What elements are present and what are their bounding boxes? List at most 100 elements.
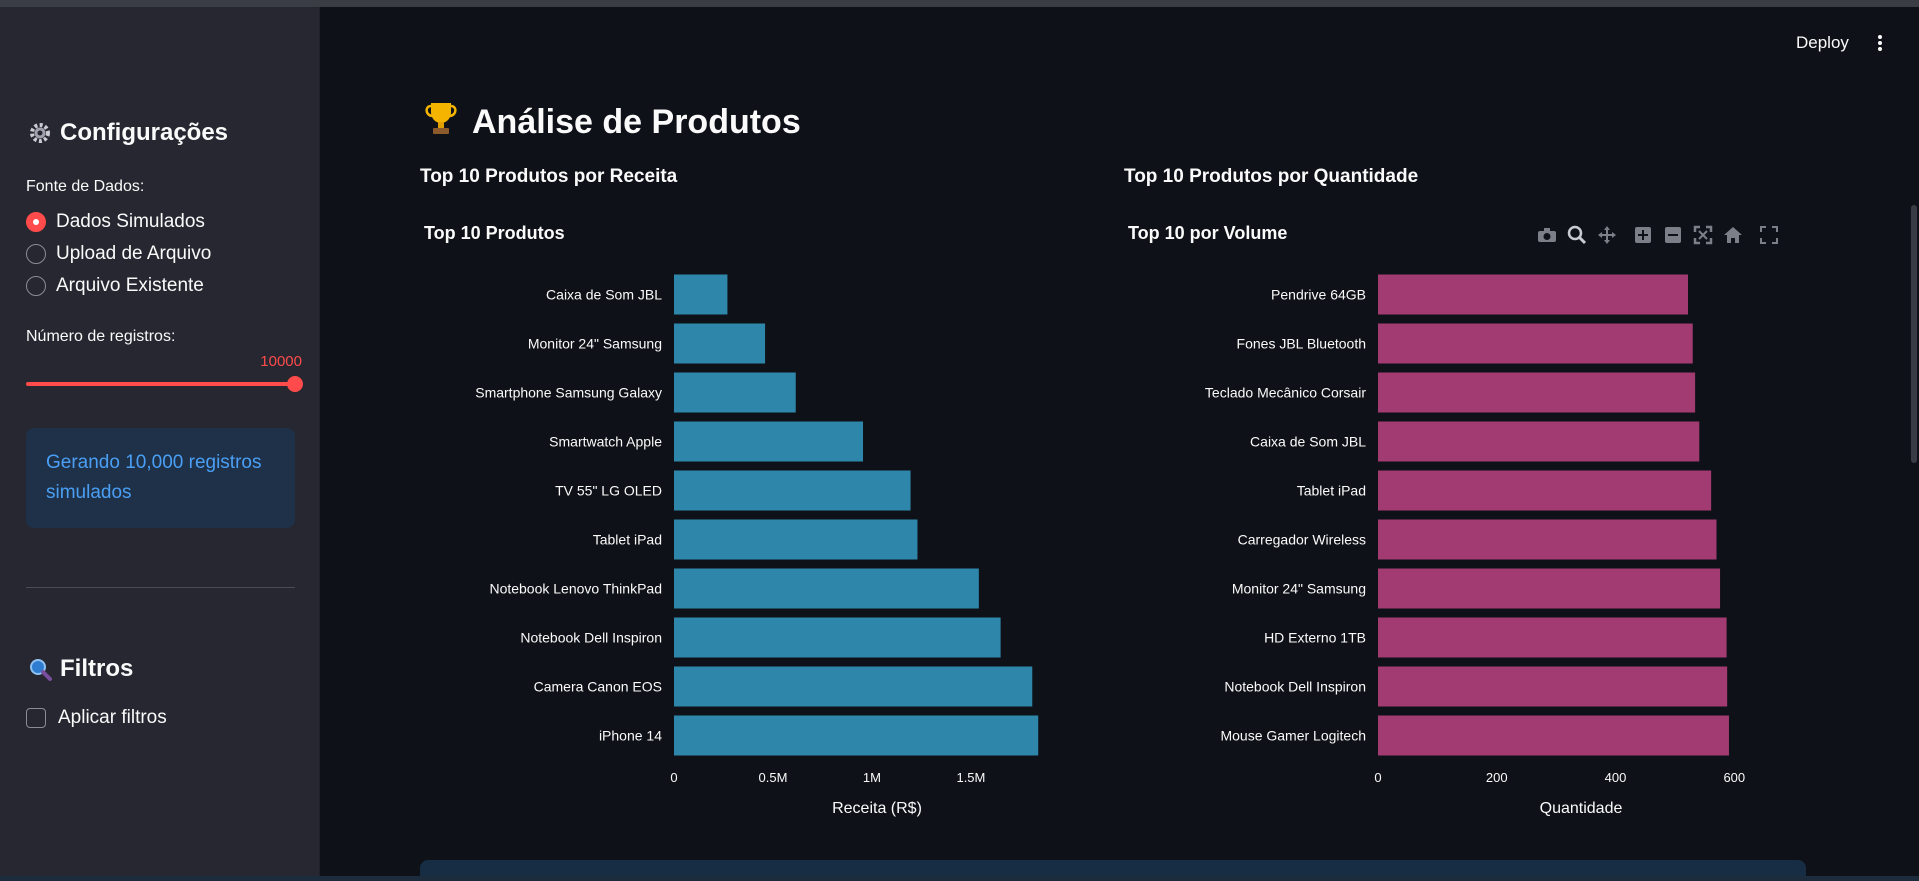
x-axis-label: Quantidade (1540, 800, 1623, 817)
records-slider-track[interactable] (26, 382, 295, 386)
category-label: Fones JBL Bluetooth (1237, 336, 1366, 352)
bar[interactable] (674, 666, 1033, 707)
bar[interactable] (674, 519, 918, 560)
radio-dados-simulados[interactable]: Dados Simulados (26, 211, 205, 233)
category-label: Tablet iPad (593, 532, 662, 548)
records-slider-value: 10000 (260, 353, 302, 370)
category-label: Camera Canon EOS (534, 679, 662, 695)
bar[interactable] (674, 617, 1001, 658)
dot (1878, 41, 1882, 45)
category-label: Caixa de Som JBL (1250, 434, 1366, 450)
x-tick-label: 0 (1374, 770, 1381, 785)
zoom-out-icon[interactable] (1662, 224, 1684, 246)
category-label: Caixa de Som JBL (546, 287, 662, 303)
bar[interactable] (1378, 568, 1721, 609)
deploy-button[interactable]: Deploy (1796, 33, 1849, 52)
category-label: Tablet iPad (1297, 483, 1366, 499)
page-scrollbar[interactable] (1911, 205, 1917, 463)
main-menu-button[interactable] (1874, 32, 1886, 54)
chart-svg[interactable]: Top 10 por Volume Pendrive 64GB Fones JBL … (1124, 212, 1824, 832)
zoom-icon[interactable] (1566, 224, 1588, 246)
chart-title: Top 10 por Volume (1128, 223, 1287, 243)
bar[interactable] (674, 323, 766, 364)
quantity-chart[interactable]: Top 10 por Volume Pendrive 64GB Fones JBL … (1124, 212, 1824, 837)
bar[interactable] (674, 372, 796, 413)
records-slider-thumb[interactable] (287, 376, 303, 392)
category-label: Monitor 24" Samsung (1232, 581, 1366, 597)
chart-title: Top 10 Produtos (424, 223, 565, 243)
revenue-section-title: Top 10 Produtos por Receita (420, 166, 678, 187)
bar[interactable] (1378, 617, 1727, 658)
bar[interactable] (674, 715, 1039, 756)
chart-modebar (1536, 224, 1780, 246)
category-label: Monitor 24" Samsung (528, 336, 662, 352)
bar[interactable] (1378, 421, 1700, 462)
category-label: Teclado Mecânico Corsair (1205, 385, 1366, 401)
autoscale-icon[interactable] (1692, 224, 1714, 246)
home-icon[interactable] (1722, 224, 1744, 246)
fullscreen-icon[interactable] (1758, 224, 1780, 246)
category-label: Smartphone Samsung Galaxy (475, 385, 662, 401)
magnifier-icon (28, 657, 52, 681)
x-axis-label: Receita (R$) (832, 800, 922, 817)
bar[interactable] (1378, 519, 1717, 560)
bar[interactable] (674, 421, 864, 462)
x-tick-label: 0 (670, 770, 677, 785)
bar[interactable] (674, 274, 728, 315)
data-source-label: Fonte de Dados: (26, 178, 145, 195)
radio-upload-arquivo[interactable]: Upload de Arquivo (26, 243, 211, 265)
bar[interactable] (1378, 715, 1729, 756)
x-tick-label: 600 (1723, 770, 1745, 785)
bar[interactable] (1378, 323, 1693, 364)
category-label: Smartwatch Apple (549, 434, 662, 450)
x-tick-label: 1M (863, 770, 881, 785)
radio-button[interactable] (26, 212, 46, 232)
dot (1878, 47, 1882, 51)
category-label: Mouse Gamer Logitech (1220, 728, 1366, 744)
pan-icon[interactable] (1596, 224, 1618, 246)
checkbox-label: Aplicar filtros (58, 707, 167, 728)
category-label: Notebook Lenovo ThinkPad (489, 581, 662, 597)
dot (1878, 35, 1882, 39)
bar[interactable] (674, 568, 979, 609)
sidebar-divider (26, 587, 295, 588)
revenue-chart[interactable]: Top 10 Produtos Caixa de Som JBL Monitor 2… (420, 212, 1120, 837)
filters-title: Filtros (60, 655, 134, 682)
gear-icon (28, 121, 52, 145)
bar[interactable] (1378, 274, 1688, 315)
info-message: Gerando 10,000 registros simulados (26, 428, 295, 528)
bar[interactable] (1378, 372, 1696, 413)
radio-button[interactable] (26, 276, 46, 296)
x-tick-label: 1.5M (956, 770, 985, 785)
radio-button[interactable] (26, 244, 46, 264)
bar[interactable] (674, 470, 911, 511)
checkbox-box[interactable] (26, 708, 46, 728)
x-tick-label: 0.5M (759, 770, 788, 785)
x-tick-label: 400 (1605, 770, 1627, 785)
category-label: iPhone 14 (599, 728, 662, 744)
category-label: Notebook Dell Inspiron (520, 630, 662, 646)
apply-filters-checkbox[interactable]: Aplicar filtros (26, 707, 167, 729)
filters-heading: Filtros (28, 655, 133, 683)
bottom-panel (420, 860, 1806, 881)
radio-arquivo-existente[interactable]: Arquivo Existente (26, 275, 204, 297)
config-title: Configurações (60, 119, 229, 146)
bar[interactable] (1378, 666, 1728, 707)
category-label: Carregador Wireless (1238, 532, 1366, 548)
sidebar: Configurações Fonte de Dados: Dados Simu… (0, 7, 320, 881)
category-label: TV 55" LG OLED (555, 483, 662, 499)
chart-svg[interactable]: Top 10 Produtos Caixa de Som JBL Monitor 2… (420, 212, 1120, 832)
bottom-edge (0, 876, 1919, 881)
category-label: Pendrive 64GB (1271, 287, 1366, 303)
bar[interactable] (1378, 470, 1712, 511)
category-label: HD Externo 1TB (1264, 630, 1366, 646)
zoom-in-icon[interactable] (1632, 224, 1654, 246)
camera-icon[interactable] (1536, 224, 1558, 246)
radio-label: Arquivo Existente (56, 275, 204, 296)
config-heading: Configurações (28, 119, 228, 147)
page-title: Análise de Produtos (424, 100, 801, 145)
x-tick-label: 200 (1486, 770, 1508, 785)
radio-label: Dados Simulados (56, 211, 205, 232)
quantity-section-title: Top 10 Produtos por Quantidade (1124, 166, 1419, 187)
trophy-icon (424, 100, 458, 145)
